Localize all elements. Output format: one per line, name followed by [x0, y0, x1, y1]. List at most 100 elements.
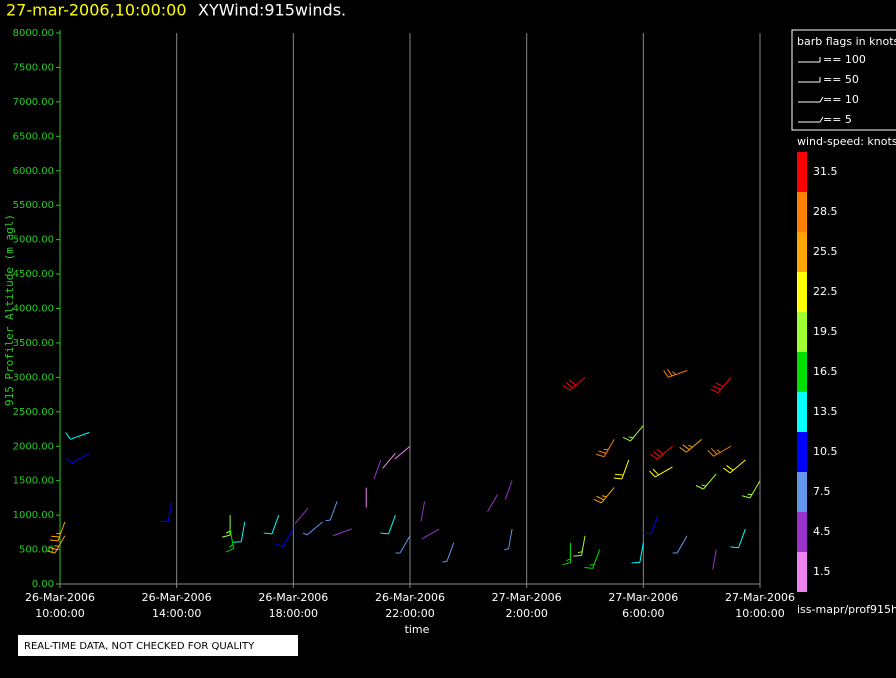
wind-barb	[642, 514, 659, 535]
colorbar-label: 28.5	[813, 205, 838, 218]
wind-barb	[302, 521, 323, 536]
wind-barb	[613, 459, 630, 480]
x-tick-label: 18:00:00	[269, 607, 318, 620]
x-tick-label: 27-Mar-2006	[725, 591, 795, 604]
wind-barb	[275, 528, 294, 547]
colorbar-label: 1.5	[813, 565, 831, 578]
barb-legend-sample	[798, 77, 821, 83]
x-tick-label: 26-Mar-2006	[375, 591, 445, 604]
barb-legend-sample	[798, 116, 824, 123]
colorbar-swatch	[797, 552, 807, 592]
y-tick-label: 1500.00	[13, 476, 54, 487]
colorbar-label: 10.5	[813, 445, 838, 458]
wind-barb	[504, 480, 513, 500]
colorbar-swatch	[797, 392, 807, 432]
barb-legend-label: == 5	[823, 113, 852, 126]
x-tick-label: 26-Mar-2006	[142, 591, 212, 604]
wind-barb	[622, 425, 644, 442]
colorbar-swatch	[797, 352, 807, 392]
wind-barb	[707, 445, 732, 457]
colorbar-swatch	[797, 192, 807, 232]
x-tick-label: 27-Mar-2006	[608, 591, 678, 604]
wind-barb	[325, 501, 338, 522]
wind-barb	[672, 535, 688, 554]
wind-barb	[504, 528, 513, 551]
colorbar-label: 31.5	[813, 165, 838, 178]
barb-legend-label: == 50	[823, 73, 859, 86]
wind-barb	[332, 528, 352, 537]
y-tick-label: 5500.00	[13, 200, 54, 211]
y-tick-label: 2500.00	[13, 407, 54, 418]
wind-barb	[631, 542, 644, 564]
wind-barb	[232, 521, 246, 543]
colorbar-swatch	[797, 272, 807, 312]
wind-barb	[225, 528, 235, 553]
colorbar-swatch	[797, 472, 807, 512]
y-tick-label: 3000.00	[13, 372, 54, 383]
y-tick-label: 6000.00	[13, 166, 54, 177]
y-axis-label: 915 Profiler Altitude (m agl)	[3, 214, 16, 406]
colorbar-label: 25.5	[813, 245, 838, 258]
colorbar-title: wind-speed: knots	[797, 135, 896, 148]
wind-barb	[420, 501, 426, 522]
x-tick-label: 10:00:00	[735, 607, 784, 620]
x-tick-label: 26-Mar-2006	[258, 591, 328, 604]
x-tick-label: 6:00:00	[622, 607, 664, 620]
colorbar-swatch	[797, 232, 807, 272]
colorbar-label: 19.5	[813, 325, 838, 338]
y-tick-label: 7500.00	[13, 62, 54, 73]
quality-note: REAL-TIME DATA, NOT CHECKED FOR QUALITY	[24, 641, 255, 652]
y-tick-label: 4500.00	[13, 269, 54, 280]
wind-barb	[394, 445, 411, 460]
wind-barb	[596, 439, 615, 458]
wind-barb	[562, 376, 586, 391]
colorbar-swatch	[797, 152, 807, 192]
note-box	[18, 635, 298, 656]
wind-barb	[562, 542, 571, 566]
wind-barb	[160, 501, 173, 523]
wind-barb	[442, 542, 455, 563]
title-time: 27-mar-2006,10:00:00	[6, 1, 187, 20]
wind-barb	[712, 549, 717, 570]
barb-legend-sample	[798, 57, 821, 63]
y-tick-label: 6500.00	[13, 131, 54, 142]
wind-barb	[573, 535, 586, 557]
wind-barb	[49, 521, 66, 542]
x-tick-label: 14:00:00	[152, 607, 201, 620]
wind-barb	[395, 535, 411, 554]
wind-barb	[730, 528, 746, 549]
x-tick-label: 10:00:00	[35, 607, 84, 620]
barb-legend-sample	[798, 96, 824, 103]
wind-barb	[593, 487, 615, 504]
colorbar-label: 4.5	[813, 525, 831, 538]
colorbar-label: 7.5	[813, 485, 831, 498]
wind-barb	[695, 473, 717, 490]
wind-barb	[421, 528, 440, 540]
chart-title: XYWind:915winds.	[198, 1, 346, 20]
wind-barb	[294, 507, 309, 524]
colorbar-label: 16.5	[813, 365, 838, 378]
y-tick-label: 0.00	[32, 579, 54, 590]
wind-barb	[650, 445, 673, 460]
wind-barb	[679, 438, 702, 453]
y-tick-label: 2000.00	[13, 441, 54, 452]
wind-barb	[741, 480, 761, 499]
y-tick-label: 5000.00	[13, 235, 54, 246]
wind-barb	[710, 377, 732, 394]
wind-barb	[723, 459, 746, 474]
wind-barb	[46, 535, 66, 554]
colorbar-swatch	[797, 312, 807, 352]
wind-barb	[382, 452, 396, 469]
y-tick-label: 8000.00	[13, 28, 54, 39]
wind-barb	[65, 452, 90, 464]
y-tick-label: 7000.00	[13, 97, 54, 108]
x-tick-label: 22:00:00	[385, 607, 434, 620]
y-tick-label: 500.00	[19, 545, 54, 556]
x-tick-label: 26-Mar-2006	[25, 591, 95, 604]
wind-barb	[263, 514, 280, 535]
wind-barb	[663, 368, 688, 378]
wind-barb	[380, 514, 396, 535]
wind-barb	[649, 466, 673, 478]
x-axis-label: time	[405, 623, 430, 636]
